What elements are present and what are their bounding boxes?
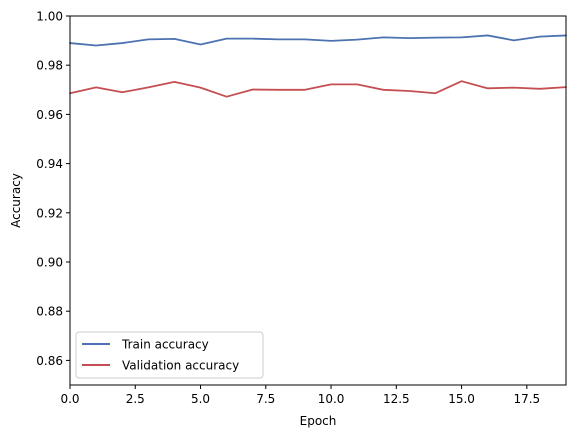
x-tick-label: 7.5 bbox=[256, 392, 275, 406]
y-tick-label: 1.00 bbox=[36, 10, 63, 24]
y-tick-label: 0.94 bbox=[36, 157, 63, 171]
x-tick-label: 15.0 bbox=[448, 392, 475, 406]
legend-label-train: Train accuracy bbox=[121, 338, 209, 352]
y-tick-label: 0.88 bbox=[36, 305, 63, 319]
x-tick-label: 5.0 bbox=[191, 392, 210, 406]
y-axis-ticks: 0.86 0.88 0.90 0.92 0.94 0.96 0.98 1.00 bbox=[36, 10, 70, 368]
y-tick-label: 0.90 bbox=[36, 256, 63, 270]
legend: Train accuracy Validation accuracy bbox=[76, 332, 263, 378]
x-tick-label: 2.5 bbox=[126, 392, 145, 406]
x-axis-ticks: 0.0 2.5 5.0 7.5 10.0 12.5 15.0 17.5 bbox=[60, 385, 540, 406]
plot-background bbox=[70, 16, 566, 385]
y-tick-label: 0.86 bbox=[36, 354, 63, 368]
x-tick-label: 17.5 bbox=[513, 392, 540, 406]
x-tick-label: 10.0 bbox=[318, 392, 345, 406]
x-tick-label: 12.5 bbox=[383, 392, 410, 406]
legend-label-validation: Validation accuracy bbox=[122, 359, 239, 373]
y-tick-label: 0.92 bbox=[36, 206, 63, 220]
y-axis-title: Accuracy bbox=[9, 173, 23, 228]
y-tick-label: 0.96 bbox=[36, 108, 63, 122]
x-tick-label: 0.0 bbox=[60, 392, 79, 406]
x-axis-title: Epoch bbox=[300, 414, 337, 428]
y-tick-label: 0.98 bbox=[36, 59, 63, 73]
